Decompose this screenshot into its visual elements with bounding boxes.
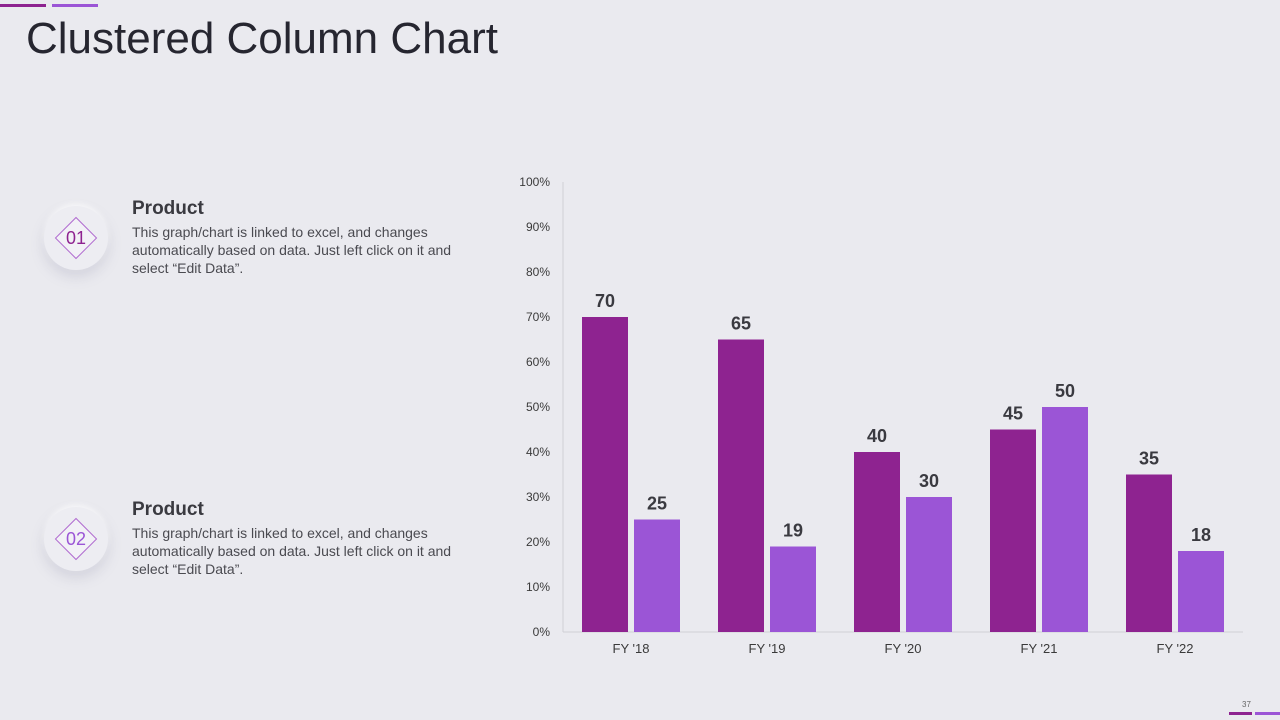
y-tick-label: 90% <box>526 220 550 234</box>
x-category-label: FY '18 <box>613 641 650 656</box>
product-item-2: 02 Product This graph/chart is linked to… <box>40 497 460 587</box>
item-description: This graph/chart is linked to excel, and… <box>132 525 452 577</box>
product-item-1: 01 Product This graph/chart is linked to… <box>40 196 460 286</box>
y-axis: 0% 10% 20% 30% 40% 50% 60% 70% 80% 90% 100% <box>519 175 564 639</box>
clustered-column-chart: 0% 10% 20% 30% 40% 50% 60% 70% 80% 90% 100% FY '18… <box>519 175 1243 656</box>
y-tick-label: 0% <box>533 625 551 639</box>
bar-1 <box>582 317 628 632</box>
data-label: 70 <box>595 291 615 311</box>
top-accent-bar-violet <box>52 4 98 7</box>
y-tick-label: 60% <box>526 355 550 369</box>
data-labels: 70 25 65 19 40 30 45 50 35 18 <box>595 291 1211 545</box>
y-tick-label: 40% <box>526 445 550 459</box>
x-category-label: FY '21 <box>1021 641 1058 656</box>
y-tick-label: 20% <box>526 535 550 549</box>
data-label: 25 <box>647 494 667 514</box>
y-tick-label: 70% <box>526 310 550 324</box>
number-badge: 01 <box>44 206 108 270</box>
x-axis: FY '18 FY '19 FY '20 FY '21 FY '22 <box>563 631 1243 656</box>
bars <box>582 317 1224 632</box>
bar-2 <box>634 519 680 632</box>
x-category-label: FY '22 <box>1157 641 1194 656</box>
y-tick-label: 80% <box>526 265 550 279</box>
bar-1 <box>718 339 764 632</box>
y-tick-label: 10% <box>526 580 550 594</box>
bottom-accent-bar-purple <box>1229 712 1252 715</box>
number-badge: 02 <box>44 507 108 571</box>
data-label: 45 <box>1003 404 1023 424</box>
bar-2 <box>1042 407 1088 632</box>
bar-1 <box>1126 474 1172 632</box>
top-accent-bar-purple <box>0 4 46 7</box>
data-label: 40 <box>867 426 887 446</box>
bar-1 <box>854 452 900 632</box>
x-category-label: FY '19 <box>749 641 786 656</box>
badge-number: 01 <box>65 228 87 248</box>
page-number: 37 <box>1242 700 1251 709</box>
data-label: 18 <box>1191 525 1211 545</box>
bar-2 <box>906 497 952 632</box>
bottom-accent-bar-violet <box>1255 712 1280 715</box>
item-title: Product <box>132 499 204 520</box>
y-tick-label: 50% <box>526 400 550 414</box>
slide-title: Clustered Column Chart <box>26 14 498 63</box>
data-label: 65 <box>731 314 751 334</box>
item-description: This graph/chart is linked to excel, and… <box>132 224 452 276</box>
data-label: 35 <box>1139 449 1159 469</box>
data-label: 30 <box>919 471 939 491</box>
x-category-label: FY '20 <box>885 641 922 656</box>
y-tick-label: 30% <box>526 490 550 504</box>
y-tick-label: 100% <box>519 175 550 189</box>
data-label: 19 <box>783 521 803 541</box>
bar-2 <box>770 546 816 632</box>
data-label: 50 <box>1055 381 1075 401</box>
badge-number: 02 <box>65 529 87 549</box>
item-title: Product <box>132 198 204 219</box>
bar-2 <box>1178 551 1224 632</box>
bar-1 <box>990 429 1036 632</box>
